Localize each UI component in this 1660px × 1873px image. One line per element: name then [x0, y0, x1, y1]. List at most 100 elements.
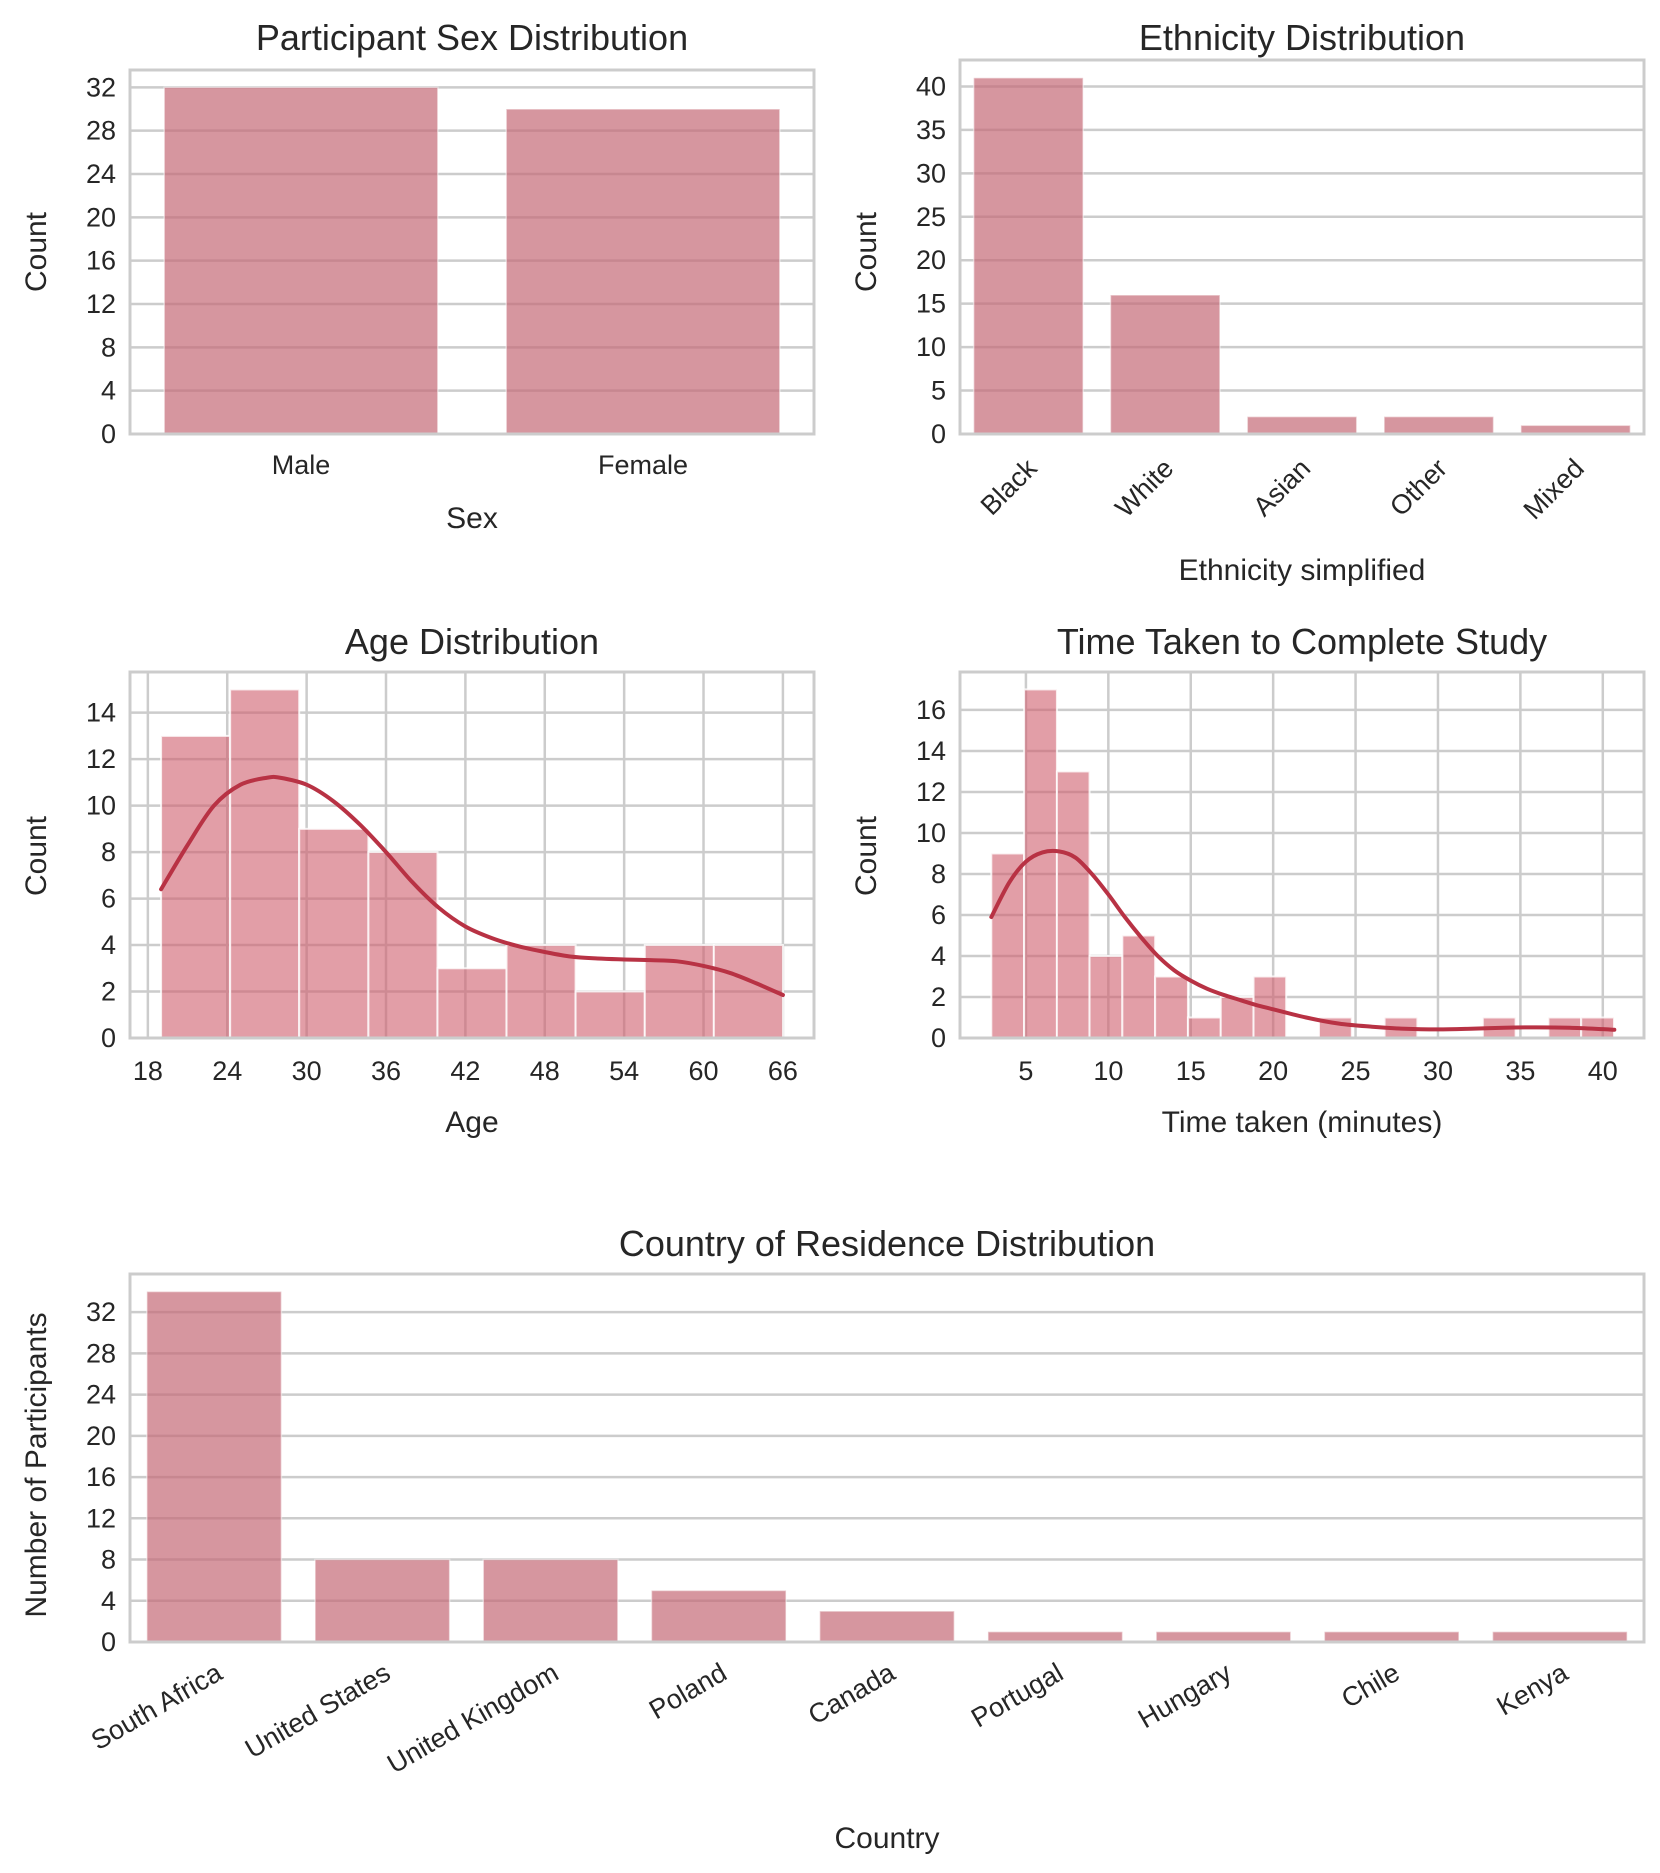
- y-tick-label: 28: [86, 116, 116, 146]
- chart-country-distribution: Country of Residence Distribution Countr…: [20, 1223, 1646, 1855]
- x-axis-label: Age: [445, 1106, 498, 1139]
- bar-kenya: [1491, 1630, 1628, 1643]
- chart-title: Participant Sex Distribution: [256, 17, 688, 58]
- data-marks: [146, 1290, 1628, 1643]
- data-marks: [989, 688, 1617, 1040]
- y-tick-label: 6: [931, 900, 946, 930]
- x-tick-label: 30: [292, 1056, 322, 1086]
- x-tick-label: United Kingdom: [382, 1657, 563, 1779]
- bar-female: [505, 108, 781, 435]
- y-tick-label: 30: [916, 158, 946, 188]
- axes-frame: [128, 670, 816, 1040]
- x-axis-label: Sex: [446, 502, 498, 535]
- chart-age-distribution: Age Distribution Age Count 0246810121418…: [20, 621, 816, 1139]
- x-tick-label: Portugal: [966, 1657, 1068, 1733]
- y-tick-label: 14: [916, 736, 946, 766]
- histogram-bin: [298, 827, 370, 1039]
- y-tick-label: 8: [101, 332, 116, 362]
- x-tick-label: 20: [1258, 1056, 1288, 1086]
- x-tick-label: Mixed: [1518, 453, 1590, 525]
- y-tick-label: 8: [931, 859, 946, 889]
- x-tick-label: United States: [240, 1657, 395, 1764]
- kde-curve: [989, 848, 1617, 1032]
- y-tick-label: 12: [86, 1503, 116, 1533]
- bar-portugal: [987, 1630, 1124, 1643]
- histogram-bin: [1088, 954, 1124, 1040]
- y-tick-label: 16: [86, 1462, 116, 1492]
- x-tick-label: 48: [530, 1056, 560, 1086]
- y-tick-label: 4: [931, 941, 946, 971]
- chart-title: Ethnicity Distribution: [1139, 17, 1465, 58]
- y-tick-label: 10: [86, 791, 116, 821]
- data-marks: [163, 86, 781, 435]
- x-axis-label: Ethnicity simplified: [1179, 554, 1426, 587]
- bar-asian: [1246, 415, 1358, 435]
- y-tick-label: 6: [101, 884, 116, 914]
- x-tick-label: Hungary: [1133, 1657, 1237, 1734]
- y-axis-label: Number of Participants: [20, 1312, 53, 1617]
- y-axis-label: Count: [20, 211, 53, 292]
- histogram-bin: [436, 967, 508, 1039]
- y-tick-label: 32: [86, 72, 116, 102]
- y-tick-label: 4: [101, 1586, 116, 1616]
- chart-sex-distribution: Participant Sex Distribution Sex Count 0…: [20, 17, 816, 535]
- data-marks: [972, 77, 1632, 435]
- axes-frame: [128, 68, 816, 436]
- y-axis-label: Count: [850, 815, 883, 896]
- x-tick-label: 5: [1018, 1056, 1033, 1086]
- y-tick-label: 40: [916, 71, 946, 101]
- histogram-bin: [1055, 770, 1091, 1039]
- axes-frame: [958, 670, 1646, 1040]
- kde-curve: [159, 774, 785, 998]
- histogram-bin: [1186, 1016, 1222, 1039]
- bar-south-africa: [146, 1290, 283, 1643]
- histogram-bin: [160, 734, 232, 1040]
- bar-poland: [650, 1589, 787, 1643]
- x-tick-label: Canada: [803, 1657, 901, 1731]
- y-axis-label: Count: [20, 815, 53, 896]
- bar-other: [1383, 415, 1495, 435]
- y-tick-label: 12: [916, 777, 946, 807]
- x-tick-label: Female: [598, 450, 688, 480]
- x-tick-label: 66: [768, 1056, 798, 1086]
- chart-title: Country of Residence Distribution: [619, 1223, 1155, 1264]
- y-tick-label: 0: [101, 1023, 116, 1053]
- x-tick-label: Chile: [1336, 1657, 1404, 1714]
- x-tick-label: 25: [1341, 1056, 1371, 1086]
- grid-lines: [130, 1310, 1644, 1603]
- chart-ethnicity-distribution: Ethnicity Distribution Ethnicity simplif…: [850, 17, 1646, 587]
- x-tick-label: 60: [689, 1056, 719, 1086]
- y-tick-label: 0: [101, 419, 116, 449]
- chart-time-taken: Time Taken to Complete Study Time taken …: [850, 621, 1646, 1139]
- x-tick-label: Other: [1384, 453, 1453, 522]
- y-tick-label: 16: [86, 246, 116, 276]
- y-tick-label: 4: [101, 376, 116, 406]
- y-tick-label: 20: [86, 1421, 116, 1451]
- y-tick-label: 10: [916, 332, 946, 362]
- y-tick-label: 20: [916, 245, 946, 275]
- bar-chile: [1323, 1630, 1460, 1643]
- y-tick-label: 4: [101, 930, 116, 960]
- y-tick-label: 0: [101, 1627, 116, 1657]
- y-tick-label: 12: [86, 744, 116, 774]
- x-tick-label: White: [1109, 453, 1179, 523]
- bar-male: [163, 86, 439, 435]
- y-axis-label: Count: [850, 211, 883, 292]
- x-tick-label: 18: [133, 1056, 163, 1086]
- y-tick-label: 10: [916, 818, 946, 848]
- x-tick-label: Black: [975, 453, 1043, 521]
- bar-united-kingdom: [482, 1558, 619, 1643]
- y-tick-label: 28: [86, 1338, 116, 1368]
- y-tick-label: 24: [86, 159, 116, 189]
- x-tick-label: 36: [371, 1056, 401, 1086]
- x-tick-label: 30: [1423, 1056, 1453, 1086]
- y-tick-label: 25: [916, 202, 946, 232]
- bar-canada: [818, 1610, 956, 1643]
- data-marks: [159, 688, 785, 1040]
- bar-white: [1109, 294, 1221, 435]
- x-axis-label: Time taken (minutes): [1162, 1106, 1443, 1139]
- y-tick-label: 0: [931, 1023, 946, 1053]
- y-tick-label: 35: [916, 115, 946, 145]
- x-tick-label: Male: [272, 450, 331, 480]
